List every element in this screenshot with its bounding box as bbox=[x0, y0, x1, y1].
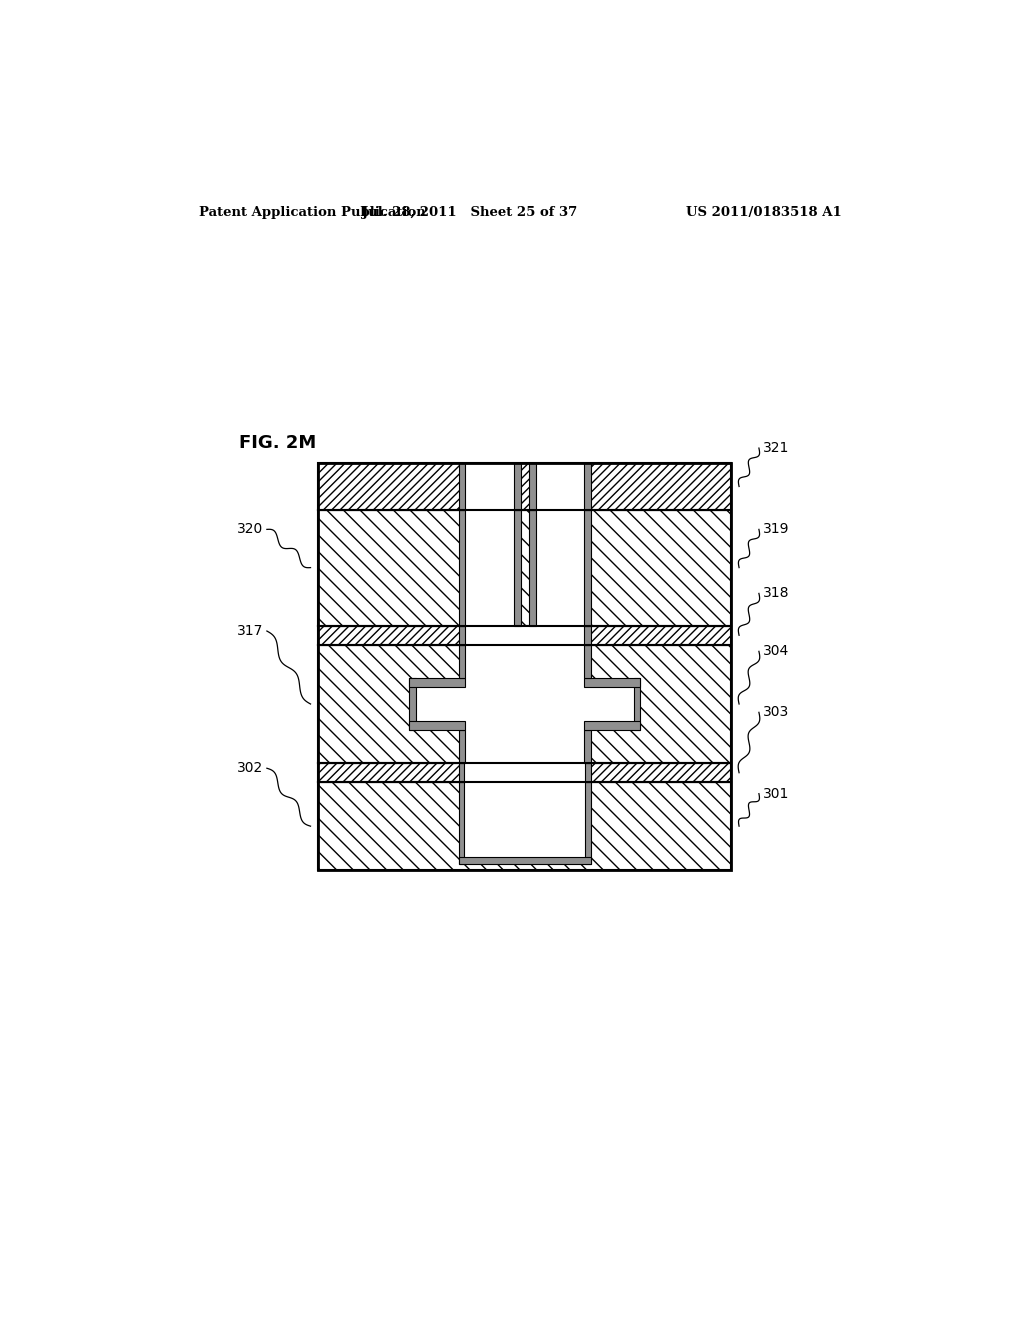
Bar bbox=[529, 510, 536, 626]
Text: 317: 317 bbox=[237, 624, 263, 638]
Text: 302: 302 bbox=[237, 762, 263, 775]
Text: 303: 303 bbox=[763, 705, 790, 719]
Bar bbox=[318, 510, 731, 626]
Bar bbox=[584, 645, 591, 678]
Text: 318: 318 bbox=[763, 586, 790, 601]
Polygon shape bbox=[464, 645, 586, 671]
Text: 321: 321 bbox=[763, 441, 790, 455]
Bar bbox=[318, 463, 731, 510]
Bar bbox=[459, 510, 520, 626]
Bar bbox=[586, 783, 591, 863]
Bar bbox=[459, 783, 591, 863]
Bar bbox=[318, 645, 731, 763]
Bar bbox=[459, 645, 591, 678]
Bar bbox=[459, 510, 466, 626]
Bar bbox=[410, 678, 466, 686]
Polygon shape bbox=[464, 737, 586, 763]
Polygon shape bbox=[536, 510, 584, 626]
Bar bbox=[529, 463, 591, 510]
Bar bbox=[410, 678, 416, 730]
Bar bbox=[459, 626, 466, 645]
Bar bbox=[514, 463, 520, 510]
Text: US 2011/0183518 A1: US 2011/0183518 A1 bbox=[686, 206, 842, 219]
Polygon shape bbox=[536, 463, 584, 510]
Bar bbox=[318, 763, 731, 783]
Bar bbox=[459, 857, 591, 863]
Bar bbox=[459, 463, 466, 510]
Bar bbox=[459, 645, 466, 678]
Polygon shape bbox=[464, 783, 586, 857]
Bar bbox=[584, 678, 640, 686]
Bar bbox=[318, 626, 731, 645]
Bar bbox=[584, 722, 640, 730]
Bar bbox=[529, 463, 536, 510]
Bar bbox=[459, 763, 464, 783]
Text: 320: 320 bbox=[237, 523, 263, 536]
Bar bbox=[459, 730, 591, 763]
Bar bbox=[586, 763, 591, 783]
Bar bbox=[529, 510, 591, 626]
Bar bbox=[318, 783, 731, 870]
Text: 304: 304 bbox=[763, 644, 790, 659]
Polygon shape bbox=[464, 763, 586, 783]
Bar bbox=[410, 722, 466, 730]
Bar bbox=[459, 730, 466, 763]
Polygon shape bbox=[466, 463, 514, 510]
Text: Patent Application Publication: Patent Application Publication bbox=[200, 206, 426, 219]
Bar bbox=[584, 510, 591, 626]
Polygon shape bbox=[415, 685, 635, 723]
Bar bbox=[584, 730, 591, 763]
Bar bbox=[318, 463, 731, 870]
Bar bbox=[634, 678, 640, 730]
Bar bbox=[459, 783, 464, 863]
Bar bbox=[584, 463, 591, 510]
Text: 301: 301 bbox=[763, 787, 790, 801]
Bar bbox=[459, 763, 591, 783]
Bar bbox=[514, 510, 520, 626]
Polygon shape bbox=[466, 510, 514, 626]
Bar bbox=[459, 626, 591, 645]
Text: FIG. 2M: FIG. 2M bbox=[240, 434, 316, 451]
Bar bbox=[410, 678, 640, 730]
Bar bbox=[459, 463, 520, 510]
Text: 319: 319 bbox=[763, 523, 790, 536]
Bar bbox=[584, 626, 591, 645]
Text: Jul. 28, 2011   Sheet 25 of 37: Jul. 28, 2011 Sheet 25 of 37 bbox=[361, 206, 577, 219]
Polygon shape bbox=[466, 626, 584, 645]
